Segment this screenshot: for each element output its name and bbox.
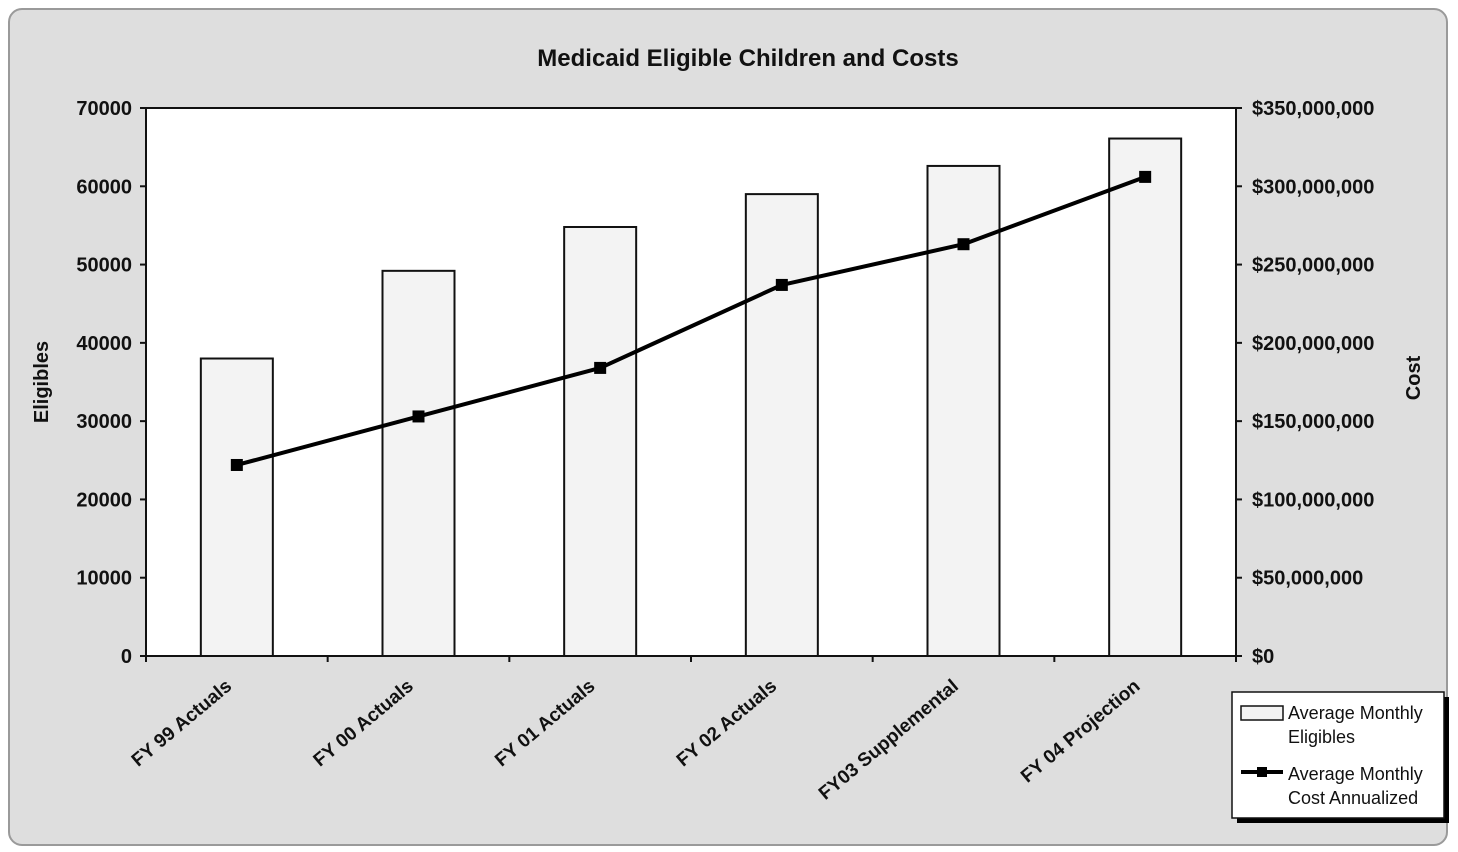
y-left-tick-label-1: 10000: [76, 568, 132, 590]
cost-marker-4: [957, 238, 970, 251]
legend-box: [1231, 691, 1445, 819]
bar-2: [563, 225, 638, 657]
y-left-tick-label-4: 40000: [76, 333, 132, 355]
x-tick-label-0: FY 99 Actuals: [128, 676, 236, 772]
x-tick-label-1: FY 00 Actuals: [310, 676, 418, 772]
x-ticks: FY 99 Actuals FY 00 Actuals FY 01 Actuals F…: [128, 656, 1237, 805]
y-right-tick-label-7: $350,000,000: [1252, 98, 1374, 120]
y-left-tick-label-0: 0: [121, 646, 132, 668]
bar-0: [199, 357, 274, 657]
bar-5: [1108, 137, 1183, 657]
y-left-tick-label-7: 70000: [76, 98, 132, 120]
y-left-tick-label-3: 30000: [76, 411, 132, 433]
y-left-axis-label: Eligibles: [31, 341, 53, 423]
legend-bar-label-line1: Average Monthly: [1288, 703, 1423, 723]
cost-line-group: [230, 170, 1152, 471]
y-right-tick-label-3: $150,000,000: [1252, 411, 1374, 433]
chart-title: Medicaid Eligible Children and Costs: [537, 45, 958, 72]
cost-marker-2: [594, 361, 607, 374]
cost-marker-0: [230, 458, 243, 471]
y-right-tick-label-2: $100,000,000: [1252, 489, 1374, 511]
legend-bar-label-line2: Eligibles: [1288, 727, 1355, 747]
x-tick-label-2: FY 01 Actuals: [491, 676, 599, 772]
bar-3: [744, 193, 819, 657]
cost-marker-3: [775, 278, 788, 291]
y-right-axis-label: Cost: [1403, 355, 1425, 400]
legend-bar-swatch: [1240, 705, 1284, 721]
y-right-tick-label-6: $300,000,000: [1252, 176, 1374, 198]
y-right-tick-label-4: $200,000,000: [1252, 333, 1374, 355]
x-tick-label-4: FY03 Supplemental: [815, 676, 963, 805]
y-left-tick-label-5: 50000: [76, 255, 132, 277]
y-left-ticks: 0 10000 20000 30000 40000 50000 60000 70000: [76, 98, 146, 668]
y-right-tick-label-5: $250,000,000: [1252, 255, 1374, 277]
plot-area: [145, 107, 1237, 657]
legend-line-marker: [1257, 767, 1267, 777]
y-right-tick-label-1: $50,000,000: [1252, 568, 1363, 590]
bar-1: [381, 269, 456, 657]
y-right-tick-label-0: $0: [1252, 646, 1274, 668]
legend-line-label-line2: Cost Annualized: [1288, 788, 1418, 808]
cost-marker-5: [1139, 170, 1152, 183]
x-tick-label-5: FY 04 Projection: [1017, 676, 1144, 788]
cost-line: [236, 175, 1146, 467]
legend-line-label-line1: Average Monthly: [1288, 764, 1423, 784]
x-tick-label-3: FY 02 Actuals: [673, 676, 781, 772]
y-left-tick-label-2: 20000: [76, 489, 132, 511]
y-right-ticks: $0 $50,000,000 $100,000,000 $150,000,000 $20…: [1236, 98, 1374, 668]
y-left-tick-label-6: 60000: [76, 176, 132, 198]
cost-marker-1: [412, 410, 425, 423]
legend: Average Monthly Eligibles Average Monthl…: [1231, 691, 1449, 823]
